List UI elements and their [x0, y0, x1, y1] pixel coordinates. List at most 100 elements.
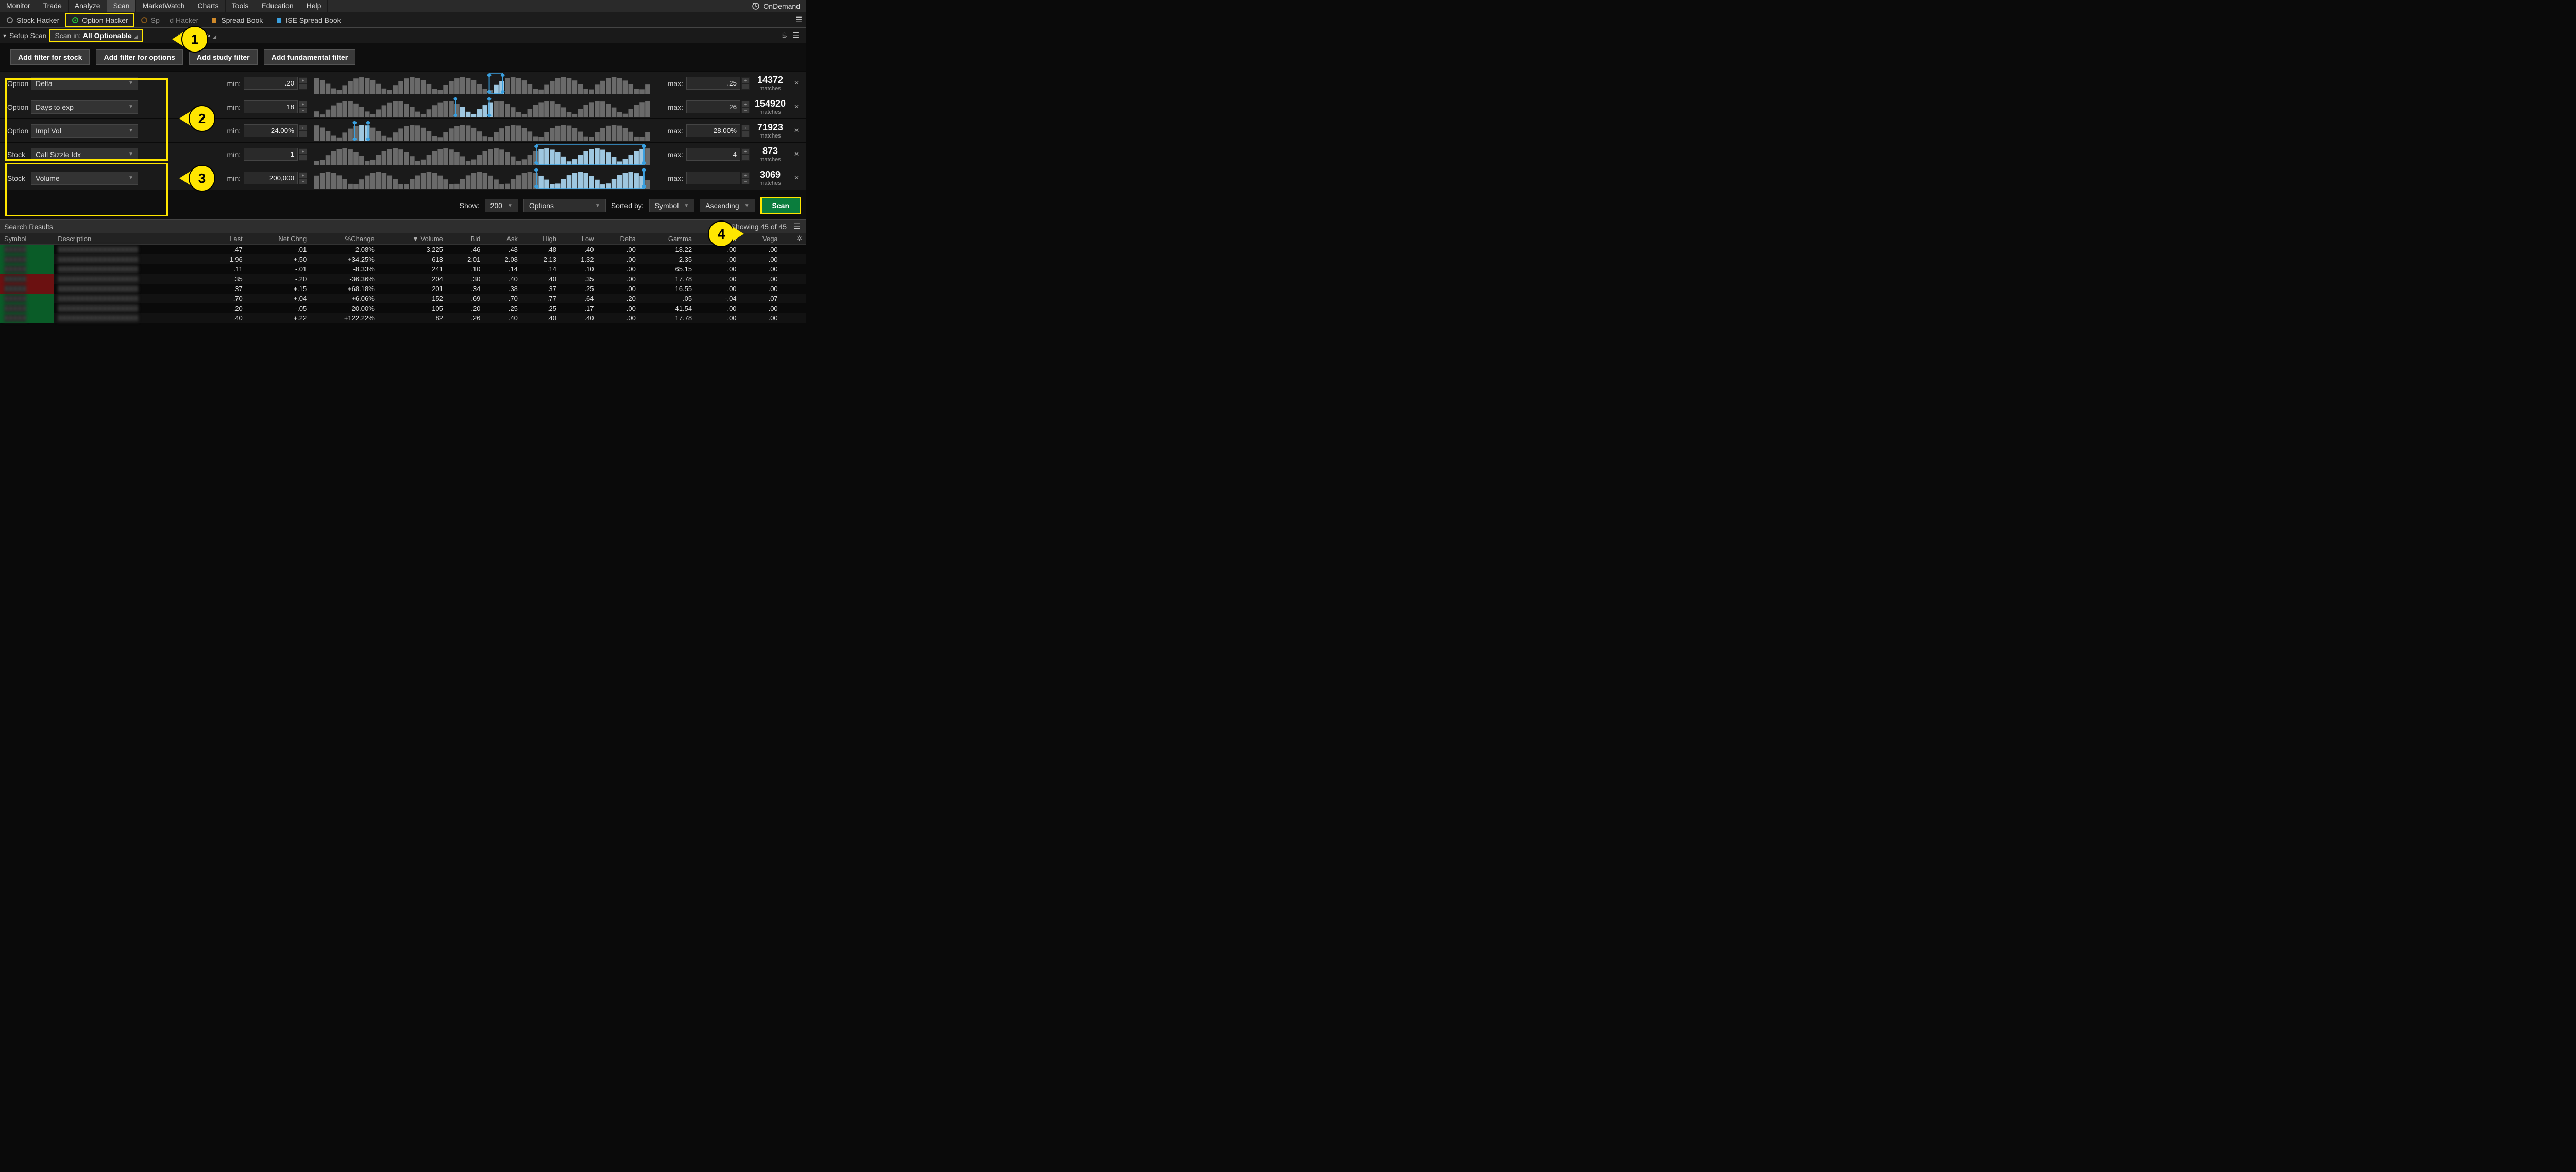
max-stepper[interactable]: +−: [741, 101, 750, 113]
table-row[interactable]: XXXXX XXXXXXXXXXXXXXXXXX .20 -.05 -20.00…: [0, 303, 806, 313]
table-row[interactable]: XXXXX XXXXXXXXXXXXXXXXXX .11 -.01 -8.33%…: [0, 264, 806, 274]
min-stepper[interactable]: +−: [299, 101, 307, 113]
bid-cell: .26: [447, 313, 485, 323]
max-label: max:: [658, 79, 686, 88]
sort-dir-select[interactable]: Ascending▼: [700, 199, 755, 212]
filter-field-select[interactable]: Call Sizzle Idx▼: [31, 148, 138, 161]
tab-spread-book[interactable]: Spread Book: [205, 13, 269, 27]
filter-field-select[interactable]: Days to exp▼: [31, 100, 138, 114]
menu-analyze[interactable]: Analyze: [69, 0, 107, 12]
column-header[interactable]: Ask: [484, 233, 522, 245]
menu-monitor[interactable]: Monitor: [0, 0, 37, 12]
book-icon: [211, 16, 218, 24]
column-header[interactable]: Vega: [741, 233, 782, 245]
add-fundamental-filter-button[interactable]: Add fundamental filter: [264, 49, 356, 65]
filter-field-select[interactable]: Impl Vol▼: [31, 124, 138, 138]
filter-histogram[interactable]: [314, 121, 651, 141]
table-row[interactable]: XXXXX XXXXXXXXXXXXXXXXXX .37 +.15 +68.18…: [0, 284, 806, 294]
matches-count: 154920matches: [750, 98, 791, 115]
min-stepper[interactable]: +−: [299, 148, 307, 161]
table-row[interactable]: XXXXX XXXXXXXXXXXXXXXXXX .35 -.20 -36.36…: [0, 274, 806, 284]
column-header[interactable]: %Change: [311, 233, 379, 245]
filter-histogram[interactable]: [314, 73, 651, 94]
columns-gear-icon[interactable]: ✲: [782, 233, 806, 245]
max-stepper[interactable]: +−: [741, 125, 750, 137]
tab-spread-hacker[interactable]: Sp d Hacker: [134, 13, 205, 27]
menu-education[interactable]: Education: [255, 0, 300, 12]
max-input[interactable]: [686, 124, 740, 137]
min-stepper[interactable]: +−: [299, 77, 307, 90]
table-row[interactable]: XXXXX XXXXXXXXXXXXXXXXXX .40 +.22 +122.2…: [0, 313, 806, 323]
bid-cell: 2.01: [447, 254, 485, 264]
menu-trade[interactable]: Trade: [37, 0, 69, 12]
column-header[interactable]: Bid: [447, 233, 485, 245]
min-stepper[interactable]: +−: [299, 172, 307, 184]
column-header[interactable]: Symbol: [0, 233, 54, 245]
max-stepper[interactable]: +−: [741, 172, 750, 184]
remove-filter-icon[interactable]: ×: [791, 103, 802, 112]
filter-histogram[interactable]: [314, 144, 651, 165]
ondemand-button[interactable]: OnDemand: [745, 0, 806, 12]
min-input[interactable]: [244, 77, 298, 90]
scan-button[interactable]: Scan: [760, 197, 801, 214]
min-input[interactable]: [244, 172, 298, 184]
setup-expand-icon[interactable]: ▾: [3, 32, 6, 39]
min-input[interactable]: [244, 124, 298, 137]
gamma-cell: 41.54: [640, 303, 696, 313]
filter-histogram[interactable]: [314, 168, 651, 189]
filter-field-select[interactable]: Volume▼: [31, 172, 138, 185]
column-header[interactable]: ▼ Volume: [379, 233, 447, 245]
column-header[interactable]: Gamma: [640, 233, 696, 245]
tab-label: Stock Hacker: [16, 16, 59, 24]
remove-filter-icon[interactable]: ×: [791, 174, 802, 183]
menu-icon[interactable]: ☰: [792, 31, 799, 40]
flame-icon[interactable]: ♨: [781, 31, 788, 40]
table-row[interactable]: XXXXX XXXXXXXXXXXXXXXXXX .70 +.04 +6.06%…: [0, 294, 806, 303]
column-header[interactable]: High: [522, 233, 561, 245]
column-header[interactable]: Delta: [598, 233, 639, 245]
column-header[interactable]: Last: [209, 233, 247, 245]
add-stock-filter-button[interactable]: Add filter for stock: [10, 49, 90, 65]
vega-cell: .00: [741, 284, 782, 294]
tab-ise-spread-book[interactable]: ISE Spread Book: [269, 13, 347, 27]
max-input[interactable]: [686, 148, 740, 161]
min-input[interactable]: [244, 100, 298, 113]
max-input[interactable]: [686, 77, 740, 90]
menu-tools[interactable]: Tools: [226, 0, 256, 12]
results-table: SymbolDescriptionLastNet Chng%Change▼ Vo…: [0, 233, 806, 323]
table-row[interactable]: XXXXX XXXXXXXXXXXXXXXXXX 1.96 +.50 +34.2…: [0, 254, 806, 264]
column-header[interactable]: Net Chng: [247, 233, 311, 245]
sort-field-select[interactable]: Symbol▼: [649, 199, 695, 212]
menu-marketwatch[interactable]: MarketWatch: [136, 0, 191, 12]
max-input[interactable]: [686, 100, 740, 113]
min-input[interactable]: [244, 148, 298, 161]
max-input[interactable]: [686, 172, 740, 184]
ask-cell: .38: [484, 284, 522, 294]
theta-cell: .00: [696, 254, 740, 264]
column-header[interactable]: Low: [561, 233, 598, 245]
remove-filter-icon[interactable]: ×: [791, 126, 802, 135]
menu-charts[interactable]: Charts: [191, 0, 225, 12]
results-menu-icon[interactable]: ☰: [792, 222, 802, 231]
remove-filter-icon[interactable]: ×: [791, 79, 802, 88]
filter-histogram[interactable]: [314, 97, 651, 117]
add-option-filter-button[interactable]: Add filter for options: [96, 49, 182, 65]
column-header[interactable]: Description: [54, 233, 209, 245]
filter-field-select[interactable]: Delta▼: [31, 77, 138, 90]
max-stepper[interactable]: +−: [741, 77, 750, 90]
table-row[interactable]: XXXXX XXXXXXXXXXXXXXXXXX .47 -.01 -2.08%…: [0, 245, 806, 255]
tab-stock-hacker[interactable]: Stock Hacker: [0, 13, 65, 27]
netchng-cell: +.50: [247, 254, 311, 264]
show-count-select[interactable]: 200▼: [485, 199, 518, 212]
show-type-select[interactable]: Options▼: [523, 199, 606, 212]
menu-scan[interactable]: Scan: [107, 0, 137, 12]
max-stepper[interactable]: +−: [741, 148, 750, 161]
scan-in-selector[interactable]: Scan in: All Optionable ◢: [49, 29, 143, 42]
min-stepper[interactable]: +−: [299, 125, 307, 137]
menu-help[interactable]: Help: [300, 0, 328, 12]
ondemand-icon: [752, 2, 760, 10]
remove-filter-icon[interactable]: ×: [791, 150, 802, 159]
tabbar-menu-icon[interactable]: ☰: [791, 13, 806, 26]
tab-option-hacker[interactable]: Option Hacker: [65, 13, 134, 27]
high-cell: .40: [522, 274, 561, 284]
